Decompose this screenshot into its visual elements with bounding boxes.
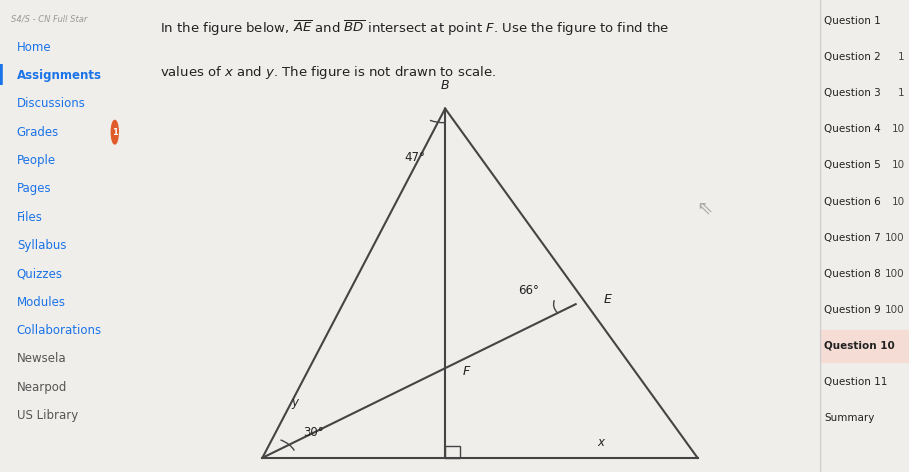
Text: Question 1: Question 1 <box>824 16 881 26</box>
Text: Collaborations: Collaborations <box>16 324 102 337</box>
Text: US Library: US Library <box>16 409 78 422</box>
Circle shape <box>111 120 118 144</box>
Text: values of $x$ and $y$. The figure is not drawn to scale.: values of $x$ and $y$. The figure is not… <box>160 64 496 81</box>
Text: 47°: 47° <box>405 151 425 164</box>
Text: Home: Home <box>16 41 52 54</box>
Text: 100: 100 <box>885 305 904 315</box>
Text: Quizzes: Quizzes <box>16 267 63 280</box>
Text: 1: 1 <box>898 52 904 62</box>
Text: S4/S - CN Full Star: S4/S - CN Full Star <box>11 14 87 23</box>
Text: $E$: $E$ <box>603 293 613 306</box>
Text: Summary: Summary <box>824 413 874 423</box>
Text: $y$: $y$ <box>291 396 300 411</box>
Text: 30°: 30° <box>304 426 324 439</box>
Text: 100: 100 <box>885 269 904 278</box>
Text: ⇖: ⇖ <box>696 198 713 217</box>
Text: Modules: Modules <box>16 295 65 309</box>
Text: 10: 10 <box>892 196 904 207</box>
Text: Question 5: Question 5 <box>824 160 881 170</box>
Text: $x$: $x$ <box>597 436 607 449</box>
Text: Question 10: Question 10 <box>824 341 895 351</box>
Text: Assignments: Assignments <box>16 69 102 82</box>
Text: Newsela: Newsela <box>16 352 66 365</box>
Text: Question 11: Question 11 <box>824 377 888 387</box>
Text: In the figure below, $\overline{AE}$ and $\overline{BD}$ intersect at point $F$.: In the figure below, $\overline{AE}$ and… <box>160 19 670 38</box>
Text: Files: Files <box>16 211 43 224</box>
Bar <box>820 329 909 362</box>
Text: 1: 1 <box>898 88 904 98</box>
Text: 10: 10 <box>892 160 904 170</box>
Text: Question 9: Question 9 <box>824 305 881 315</box>
Text: Question 6: Question 6 <box>824 196 881 207</box>
Text: Question 7: Question 7 <box>824 233 881 243</box>
Text: Grades: Grades <box>16 126 59 139</box>
Text: Question 3: Question 3 <box>824 88 881 98</box>
Text: People: People <box>16 154 56 167</box>
Text: 100: 100 <box>885 233 904 243</box>
Text: $F$: $F$ <box>462 365 472 378</box>
Text: 66°: 66° <box>518 284 539 297</box>
Text: Pages: Pages <box>16 182 52 195</box>
Text: 10: 10 <box>892 125 904 135</box>
Text: $B$: $B$ <box>440 79 450 92</box>
Text: Question 2: Question 2 <box>824 52 881 62</box>
Text: Discussions: Discussions <box>16 97 85 110</box>
Text: Syllabus: Syllabus <box>16 239 66 252</box>
Text: 1: 1 <box>112 127 118 137</box>
Text: Question 8: Question 8 <box>824 269 881 278</box>
Text: Nearpod: Nearpod <box>16 380 67 394</box>
Text: Question 4: Question 4 <box>824 125 881 135</box>
